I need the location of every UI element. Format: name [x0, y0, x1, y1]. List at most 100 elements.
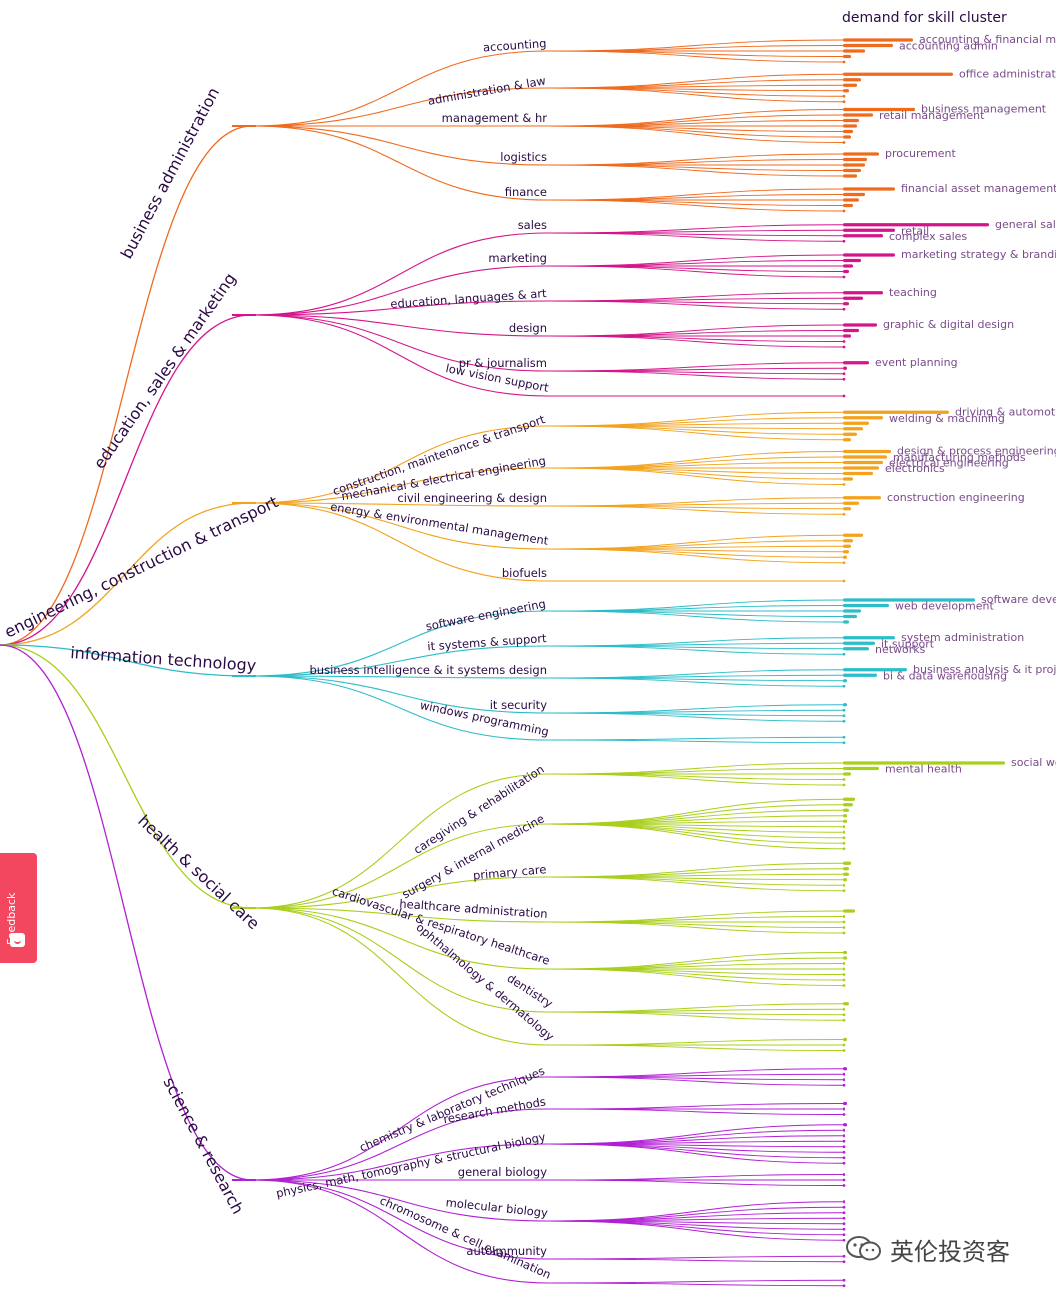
leaf-branch [547, 1217, 844, 1222]
demand-dot [842, 1227, 846, 1231]
demand-dot [842, 1145, 846, 1149]
demand-bar [843, 302, 849, 306]
group-branch [251, 502, 549, 550]
demand-dot [842, 345, 846, 349]
demand-dot [842, 1238, 846, 1242]
demand-bar [843, 466, 879, 470]
leaf-branch [547, 873, 844, 878]
feedback-button[interactable]: Feedback [0, 853, 37, 963]
leaf-branch [547, 229, 844, 234]
demand-dot [842, 1284, 846, 1288]
leaf-branch [547, 505, 844, 515]
leaf-branch [547, 50, 844, 63]
demand-bar [843, 647, 869, 651]
leaf-branch [547, 87, 844, 103]
demand-dot [842, 239, 846, 243]
demand-bar [843, 967, 845, 971]
demand-bar [843, 636, 895, 640]
demand-dot [842, 1211, 846, 1215]
leaf-branch [547, 809, 844, 825]
demand-bar [843, 819, 847, 823]
demand-bar [843, 198, 859, 202]
demand-dot [842, 275, 846, 279]
demand-bar [843, 291, 883, 295]
demand-bar [843, 296, 863, 300]
leaf-branch [547, 1220, 844, 1241]
demand-bar [843, 496, 881, 500]
leaf-branch [547, 1044, 844, 1051]
skill-cluster-label: electrical engineering [889, 457, 1009, 470]
group-label: logistics [500, 150, 547, 164]
demand-bar [843, 234, 883, 238]
skill-cluster-label: system administration [901, 631, 1024, 644]
group-branch [251, 1108, 549, 1181]
leaf-branch [547, 968, 844, 986]
skill-cluster-label: software development [981, 593, 1056, 606]
group-branch [251, 907, 549, 1013]
leaf-branch [547, 1174, 844, 1181]
demand-bar [843, 555, 847, 559]
demand-dot [842, 836, 846, 840]
skill-cluster-label: business analysis & it project managemen… [913, 663, 1056, 676]
group-label: education, languages & art [390, 286, 548, 311]
group-branch [251, 1179, 549, 1284]
leaf-branch [547, 467, 844, 485]
leaf-branch [547, 642, 844, 647]
leaf-branch [547, 1258, 844, 1263]
demand-bar [843, 679, 847, 683]
demand-dot [842, 889, 846, 893]
demand-dot [842, 60, 846, 64]
skill-cluster-label: electronics [885, 462, 945, 475]
demand-bar [843, 228, 895, 232]
demand-bar [843, 814, 847, 818]
leaf-branch [547, 411, 844, 427]
demand-bar [843, 1002, 849, 1006]
demand-dot [842, 512, 846, 516]
leaf-branch [547, 823, 844, 850]
skill-cluster-label: teaching [889, 286, 937, 299]
demand-bar [843, 421, 869, 425]
demand-bar [843, 668, 907, 672]
group-label: general biology [458, 1165, 547, 1179]
demand-bar [843, 603, 889, 608]
group-branch [251, 125, 549, 201]
leaf-branch [547, 1011, 844, 1021]
demand-bar [843, 1107, 845, 1111]
group-label: software engineering [425, 596, 547, 633]
leaf-branch [547, 367, 844, 372]
leaf-branch [547, 1220, 844, 1236]
leaf-branch [547, 1140, 844, 1145]
leaf-branch [547, 674, 844, 679]
group-branch [251, 50, 549, 127]
chart-title: demand for skill cluster [842, 10, 1007, 26]
demand-bar [843, 614, 857, 619]
demand-bar [843, 203, 853, 208]
leaf-branch [547, 1076, 844, 1086]
leaf-branch [547, 921, 844, 934]
branches [0, 39, 844, 1287]
demand-dot [842, 1049, 846, 1052]
group-branch [251, 610, 549, 677]
group-label: civil engineering & design [397, 491, 547, 505]
leaf-branch [547, 876, 844, 892]
demand-bar [843, 598, 975, 602]
group-branch [251, 125, 549, 166]
demand-dot [842, 714, 846, 718]
demand-dot [842, 978, 846, 982]
leaf-branch [547, 823, 844, 839]
skill-cluster-label: mental health [885, 763, 962, 776]
demand-bar [843, 89, 849, 93]
group-label: sales [518, 218, 547, 232]
demand-dot [842, 1222, 846, 1226]
group-branch [251, 502, 549, 507]
demand-bar [843, 113, 873, 117]
group-branch [251, 502, 549, 582]
group-label: biofuels [502, 566, 547, 580]
demand-bar [843, 72, 953, 76]
group-branch [251, 907, 549, 923]
demand-bar [843, 872, 849, 876]
group-branch [251, 1179, 549, 1222]
category-branch [0, 125, 253, 646]
demand-bar [843, 163, 865, 167]
